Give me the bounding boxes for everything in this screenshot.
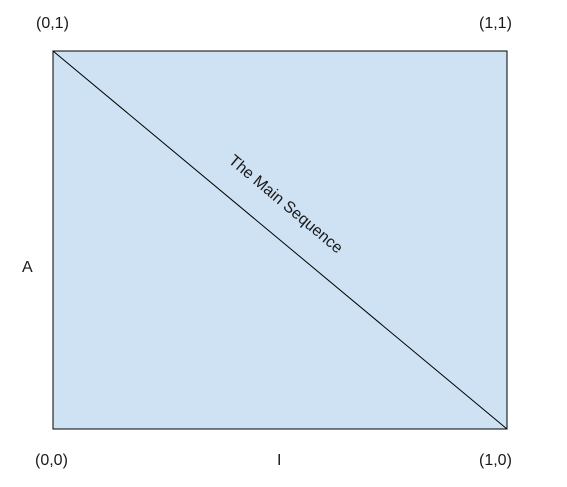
y-axis-label: A <box>22 259 33 276</box>
corner-label-bottom-right: (1,0) <box>479 452 512 469</box>
corner-label-top-left: (0,1) <box>36 15 69 32</box>
corner-label-top-right: (1,1) <box>479 15 512 32</box>
corner-label-bottom-left: (0,0) <box>35 452 68 469</box>
x-axis-label: I <box>277 452 282 469</box>
main-sequence-line <box>52 50 508 430</box>
